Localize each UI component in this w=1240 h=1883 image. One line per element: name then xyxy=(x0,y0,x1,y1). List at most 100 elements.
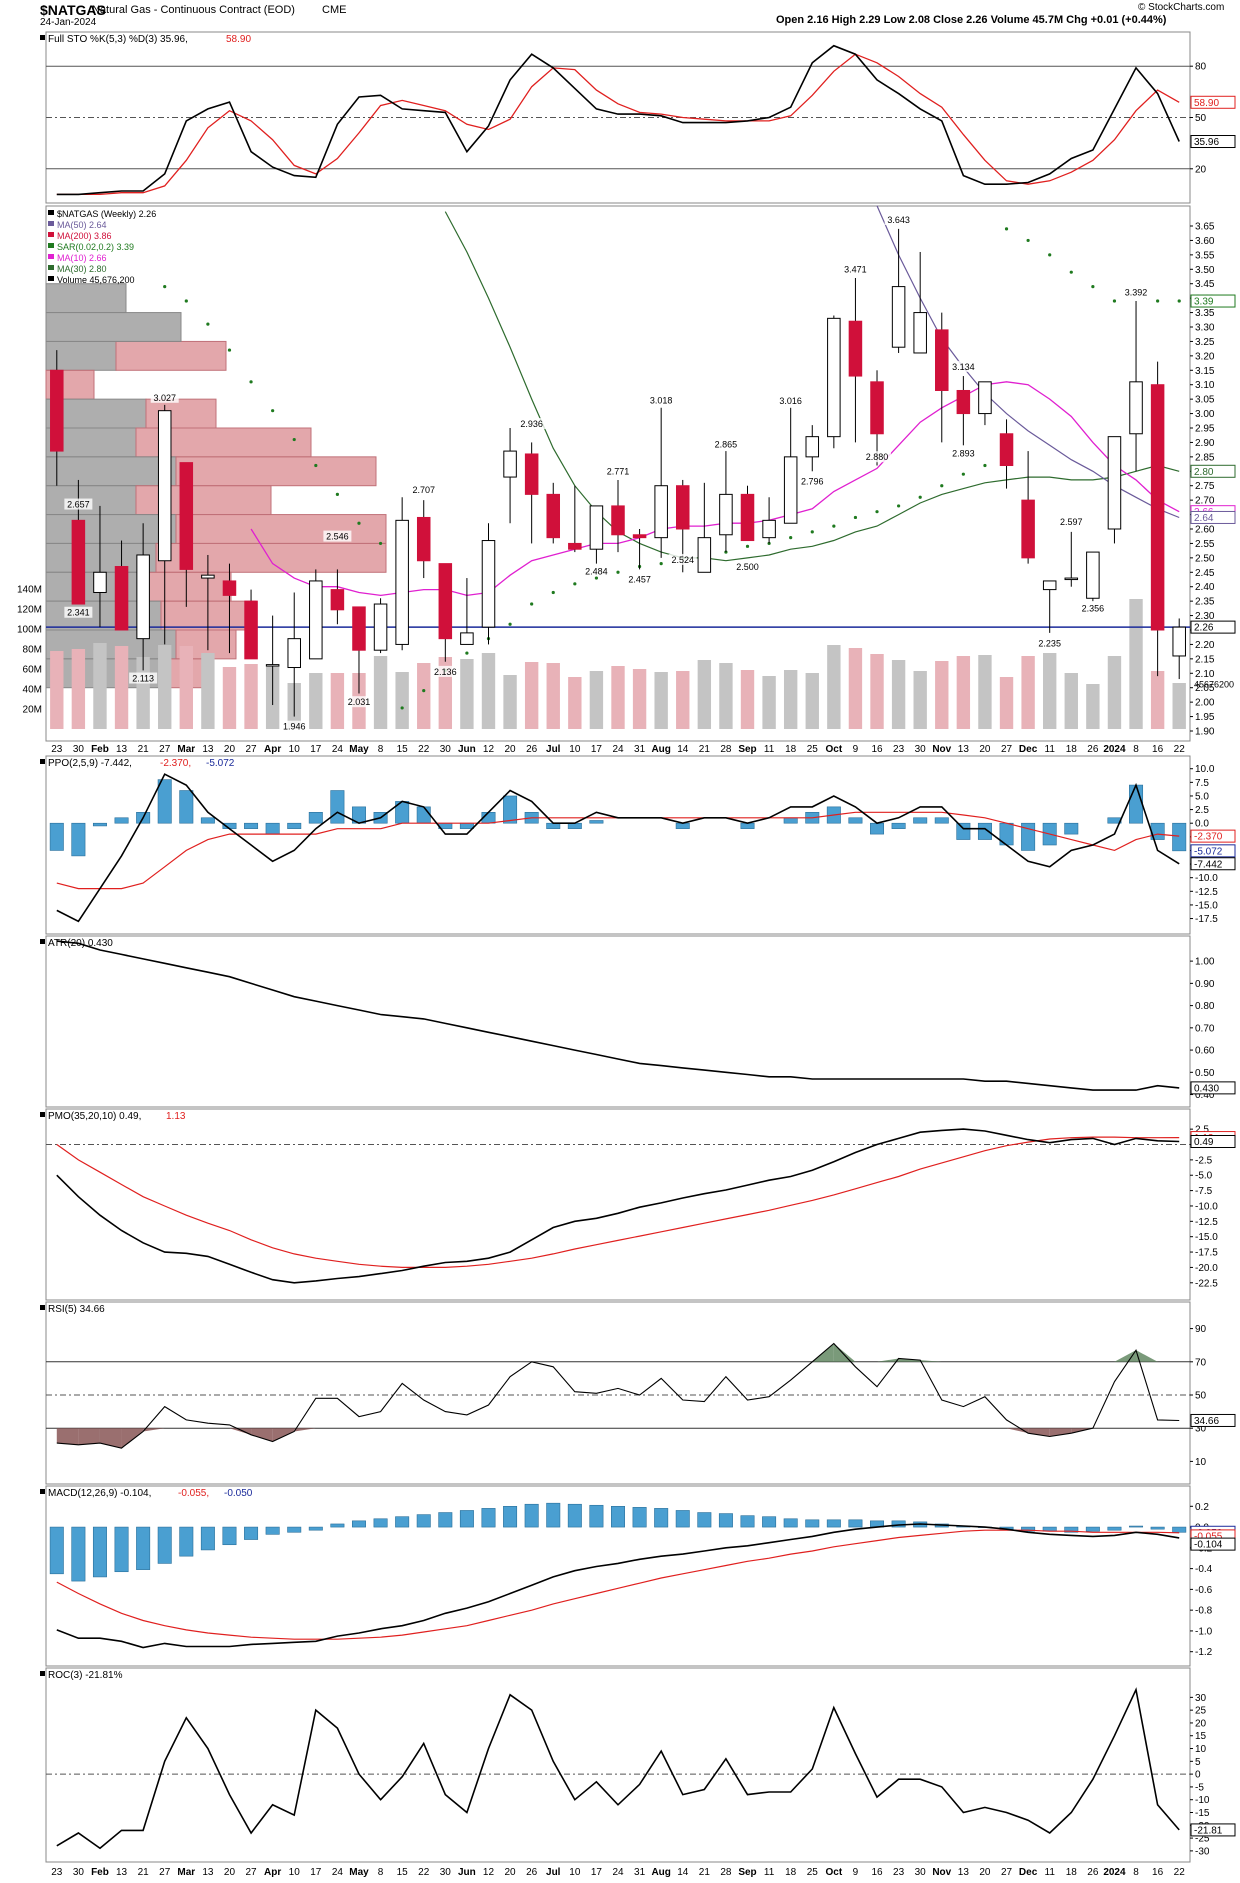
x-axis-label-bottom: 28 xyxy=(720,1867,732,1878)
volume-axis-label: 140M xyxy=(17,585,42,596)
price-annotation: 1.946 xyxy=(283,722,306,732)
sar-dot xyxy=(335,492,339,496)
price-axis-tick-label: 3.50 xyxy=(1195,265,1215,276)
volume-bar xyxy=(179,646,193,729)
roc-line xyxy=(56,1687,1180,1850)
roc-axis-tick-label: -10 xyxy=(1195,1795,1210,1806)
sar-dot xyxy=(1026,238,1030,243)
x-axis-label-top: Feb xyxy=(91,744,109,755)
volume-bar xyxy=(740,670,755,729)
roc-axis-tick-label: -15 xyxy=(1195,1808,1210,1819)
price-annotation-bg xyxy=(647,394,676,406)
rsi-axis-tick-label: 30 xyxy=(1195,1424,1207,1435)
price-axis-tick-label: 2.95 xyxy=(1195,424,1215,435)
candle-body xyxy=(71,519,86,605)
price-legend-marker xyxy=(48,232,54,237)
rsi-axis-tick-label: 90 xyxy=(1195,1324,1207,1335)
price-value-tag-box xyxy=(1190,464,1236,478)
volume-bar xyxy=(395,672,409,729)
rsi-legend-marker xyxy=(40,1305,45,1310)
price-legend-marker xyxy=(48,221,54,226)
price-annotation: 3.643 xyxy=(887,215,910,225)
price-annotation: 2.136 xyxy=(434,667,457,677)
macd-histogram-bar xyxy=(351,1520,366,1528)
ma30-line xyxy=(444,211,1180,562)
x-axis-label-top: 30 xyxy=(915,744,927,755)
price-annotation-bg xyxy=(344,696,373,708)
ppo-histogram-bar xyxy=(567,822,582,829)
rsi-oversold-fill xyxy=(78,1428,100,1445)
volume-bar xyxy=(481,653,496,729)
x-axis-label-bottom: 14 xyxy=(677,1867,689,1878)
sar-dot xyxy=(551,590,555,595)
ppo-panel-frame xyxy=(45,755,1191,935)
price-annotation: 2.484 xyxy=(585,566,608,576)
x-axis-label-bottom: Jun xyxy=(458,1867,476,1878)
sto-legend-marker xyxy=(40,35,45,40)
x-axis-label-bottom: 30 xyxy=(73,1867,85,1878)
sar-dot xyxy=(227,348,232,352)
candle-body xyxy=(1086,551,1100,599)
volume-bar xyxy=(935,661,949,729)
candle-body xyxy=(309,580,323,660)
macd-histogram-bar xyxy=(330,1523,345,1528)
x-axis-label-bottom: 26 xyxy=(1087,1867,1099,1878)
macd-legend-0: MACD(12,26,9) -0.104, xyxy=(48,1488,151,1499)
price-axis-tick-label: 2.75 xyxy=(1195,481,1215,492)
x-axis-label-bottom: 15 xyxy=(397,1867,409,1878)
macd-legend-2: -0.050 xyxy=(224,1488,253,1499)
roc-axis-tick-label: 10 xyxy=(1195,1744,1207,1755)
macd-value-tag-box xyxy=(1190,1537,1236,1551)
roc-axis-tick-label: 5 xyxy=(1195,1757,1201,1768)
ppo-histogram-bar xyxy=(265,822,280,835)
pmo-value-tag: 0.49 xyxy=(1194,1137,1214,1148)
rsi-oversold-fill xyxy=(294,1428,316,1432)
candle-body xyxy=(136,554,150,640)
ppo-histogram-bar xyxy=(913,817,928,824)
macd-histogram-bar xyxy=(308,1526,323,1531)
rsi-overbought-fill xyxy=(1136,1350,1158,1362)
price-annotation: 3.134 xyxy=(952,362,975,372)
x-axis-label-top: 10 xyxy=(289,744,301,755)
x-axis-label-bottom: 20 xyxy=(505,1867,517,1878)
x-axis-label-bottom: 24 xyxy=(612,1867,624,1878)
macd-histogram-bar xyxy=(697,1512,712,1528)
x-axis-label-top: May xyxy=(349,744,369,755)
candle-body xyxy=(1107,436,1122,530)
pmo-legend-1: 1.13 xyxy=(166,1111,186,1122)
price-annotation: 2.524 xyxy=(671,555,694,565)
price-axis-tick-label: 2.90 xyxy=(1195,438,1215,449)
pmo-axis-tick-label: -10.0 xyxy=(1195,1201,1218,1212)
roc-legend-0: ROC(3) -21.81% xyxy=(48,1670,123,1681)
price-value-tag: 2.26 xyxy=(1194,623,1214,634)
volume-bar xyxy=(1043,653,1057,729)
volume-axis-label: 20M xyxy=(23,705,42,716)
candle-body xyxy=(913,312,927,354)
macd-histogram-bar xyxy=(200,1526,215,1551)
x-axis-label-top: Jun xyxy=(458,744,476,755)
price-annotation: 2.880 xyxy=(866,452,889,462)
price-legend-2: MA(200) 3.86 xyxy=(57,231,112,241)
atr-value-tag: 0.430 xyxy=(1194,1083,1219,1094)
x-axis-label-bottom: 8 xyxy=(378,1867,384,1878)
x-axis-label-top: 16 xyxy=(871,744,883,755)
volume-bar xyxy=(978,655,992,729)
x-axis-label-top: 27 xyxy=(159,744,171,755)
price-value-tag-box xyxy=(1190,620,1236,634)
roc-axis-tick-label: -30 xyxy=(1195,1846,1210,1857)
ma10-line xyxy=(250,381,1180,597)
x-axis-label-bottom: 20 xyxy=(979,1867,991,1878)
roc-axis-tick-label: 20 xyxy=(1195,1718,1207,1729)
price-annotation-bg xyxy=(64,606,93,618)
price-annotation-bg xyxy=(798,475,827,487)
price-annotation-bg xyxy=(64,498,93,510)
price-annotation-bg xyxy=(517,418,546,430)
ppo-histogram-bar xyxy=(287,822,302,829)
ppo-axis-tick-label: -10.0 xyxy=(1195,873,1218,884)
ppo-value-tag-box xyxy=(1190,829,1236,843)
sar-dot xyxy=(292,437,296,442)
macd-panel-frame xyxy=(45,1485,1191,1667)
price-axis-tick-label: 3.10 xyxy=(1195,380,1215,391)
ppo-axis-tick-label: 10.0 xyxy=(1195,764,1215,775)
symbol: $NATGAS xyxy=(40,2,106,18)
